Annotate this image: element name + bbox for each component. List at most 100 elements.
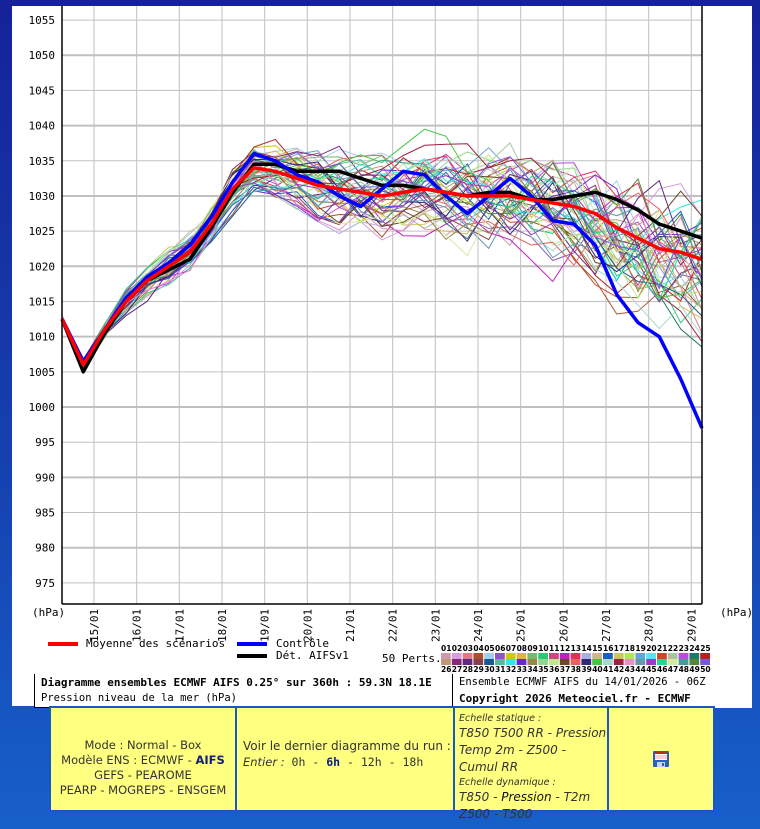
member-swatch-bottom xyxy=(635,659,646,665)
member-swatch-bottom xyxy=(624,659,635,665)
static-z500-link[interactable]: Z500 xyxy=(526,743,558,757)
run-info: Ensemble ECMWF AIFS du 14/01/2026 - 06Z xyxy=(459,676,706,688)
member-swatch-top xyxy=(678,653,689,659)
y-tick-label: 975 xyxy=(35,577,55,590)
member-swatch-bottom xyxy=(527,659,538,665)
model-gefs-link[interactable]: GEFS xyxy=(94,768,125,782)
member-swatch-top xyxy=(505,653,516,659)
x-tick-label: 20/01 xyxy=(301,609,314,642)
dyn-t2m-link[interactable]: T2m xyxy=(563,790,591,804)
model-mogreps-link[interactable]: MOGREPS xyxy=(108,783,166,797)
ensemble-member-line xyxy=(61,169,703,367)
static-temp2m-link[interactable]: Temp 2m xyxy=(459,743,515,757)
y-tick-label: 980 xyxy=(35,542,55,555)
x-tick-label: 22/01 xyxy=(387,609,400,642)
model-ecmwf-link[interactable]: ECMWF xyxy=(140,753,185,767)
model-pearp-link[interactable]: PEARP xyxy=(59,783,97,797)
static-cumul-link[interactable]: Cumul RR xyxy=(459,760,519,774)
floppy-disk-icon[interactable] xyxy=(652,750,670,768)
member-swatch-bottom xyxy=(462,659,473,665)
y-tick-label: 1040 xyxy=(29,120,56,133)
y-axis-label-right: (hPa) xyxy=(720,606,752,619)
member-label-bottom: 38 xyxy=(571,665,581,674)
member-swatch-bottom xyxy=(441,659,451,665)
member-label-top: 13 xyxy=(571,644,581,653)
static-rr-link[interactable]: RR xyxy=(527,726,544,740)
dyn-pression-link[interactable]: Pression xyxy=(501,790,552,804)
deterministic-line xyxy=(60,162,703,374)
static-pression-link[interactable]: Pression xyxy=(555,726,607,740)
mode-box-link[interactable]: Box xyxy=(180,738,202,752)
separator: - xyxy=(388,755,396,769)
member-label-bottom: 28 xyxy=(463,665,473,674)
member-label-bottom: 50 xyxy=(700,665,710,674)
ensemble-member-line xyxy=(61,159,703,372)
model-aifs-selected[interactable]: AIFS xyxy=(195,753,225,767)
legend-mean-label: Moyenne des scénarios xyxy=(86,637,225,650)
member-label-top: 20 xyxy=(646,644,656,653)
member-label-top: 21 xyxy=(657,644,667,653)
member-label-top: 08 xyxy=(517,644,527,653)
member-label-top: 11 xyxy=(549,644,559,653)
main-series xyxy=(60,151,704,429)
y-tick-label: 1055 xyxy=(29,14,56,27)
x-tick-label: 28/01 xyxy=(643,609,656,642)
member-label-top: 22 xyxy=(668,644,678,653)
x-tick-label: 18/01 xyxy=(216,609,229,642)
separator: - xyxy=(561,743,566,757)
member-swatch-top xyxy=(592,653,602,659)
run-selector-cell: Voir le dernier diagramme du run : Entie… xyxy=(237,708,453,810)
member-label-bottom: 47 xyxy=(668,665,678,674)
run-12h-link[interactable]: 12h xyxy=(360,755,382,769)
member-label-bottom: 34 xyxy=(527,665,537,674)
run-6h-link[interactable]: 6h xyxy=(326,755,341,769)
separator: - xyxy=(100,783,105,797)
member-swatch-bottom xyxy=(613,659,624,665)
dyn-z500-link[interactable]: Z500 xyxy=(459,807,491,821)
member-label-bottom: 36 xyxy=(549,665,559,674)
separator: - xyxy=(172,738,177,752)
dyn-t850-link[interactable]: T850 xyxy=(459,790,490,804)
mode-normal-link[interactable]: Normal xyxy=(127,738,169,752)
member-label-bottom: 32 xyxy=(506,665,516,674)
separator: - xyxy=(493,790,498,804)
model-pearome-link[interactable]: PEAROME xyxy=(135,768,192,782)
member-swatch-top xyxy=(473,653,484,659)
member-swatch-top xyxy=(516,653,527,659)
member-swatch-bottom xyxy=(516,659,527,665)
separator: - xyxy=(555,790,560,804)
model-ensgem-link[interactable]: ENSGEM xyxy=(177,783,227,797)
member-label-bottom: 37 xyxy=(560,665,570,674)
chart-title: Diagramme ensembles ECMWF AIFS 0.25° sur… xyxy=(41,676,432,689)
member-swatch-top xyxy=(441,653,451,659)
member-label-top: 16 xyxy=(603,644,613,653)
x-tick-label: 27/01 xyxy=(600,609,613,642)
member-swatch-top xyxy=(570,653,581,659)
static-t850-link[interactable]: T850 xyxy=(459,726,490,740)
member-label-top: 06 xyxy=(495,644,505,653)
x-tick-label: 19/01 xyxy=(259,609,272,642)
static-t500-link[interactable]: T500 xyxy=(493,726,524,740)
member-label-top: 01 xyxy=(441,644,451,653)
y-tick-label: 1015 xyxy=(29,295,56,308)
run-18h-link[interactable]: 18h xyxy=(402,755,424,769)
dyn-t500-link[interactable]: T500 xyxy=(502,807,533,821)
member-label-top: 07 xyxy=(506,644,516,653)
member-label-top: 12 xyxy=(560,644,570,653)
member-label-bottom: 39 xyxy=(581,665,591,674)
member-label-top: 14 xyxy=(581,644,591,653)
member-label-bottom: 46 xyxy=(657,665,667,674)
separator: - xyxy=(312,755,320,769)
member-label-bottom: 41 xyxy=(603,665,613,674)
x-tick-label: 25/01 xyxy=(515,609,528,642)
member-swatch-top xyxy=(559,653,570,659)
member-label-bottom: 49 xyxy=(689,665,699,674)
member-swatch-bottom xyxy=(603,659,613,665)
member-swatch-top xyxy=(581,653,592,659)
member-label-bottom: 40 xyxy=(592,665,602,674)
member-label-top: 23 xyxy=(679,644,689,653)
y-tick-label: 1050 xyxy=(29,49,56,62)
ensemble-chart: 1055105010451040103510301025102010151010… xyxy=(29,6,752,674)
member-swatch-top xyxy=(495,653,505,659)
run-0h-link[interactable]: 0h xyxy=(291,755,306,769)
